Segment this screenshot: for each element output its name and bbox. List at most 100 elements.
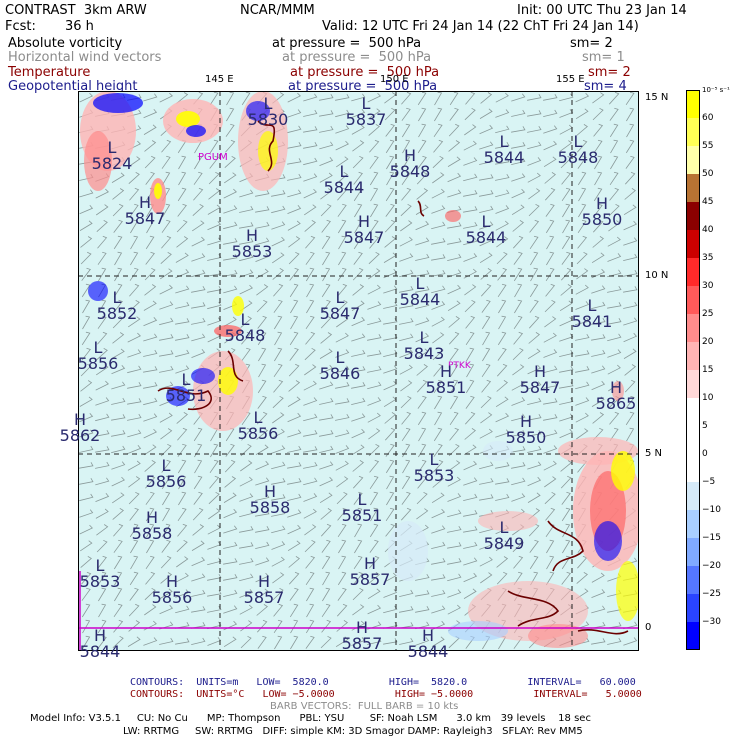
wind-barb (511, 462, 526, 469)
wind-barb (415, 204, 429, 215)
vorticity-positive (218, 367, 238, 395)
wind-barb (352, 155, 364, 169)
temperature-contour (157, 387, 212, 411)
center-type: L (481, 212, 491, 231)
field-vorticity-smooth: sm= 2 (570, 36, 613, 51)
height-center-low: L 5837 (346, 96, 387, 128)
wind-barb (144, 140, 157, 152)
wind-barb (223, 172, 237, 184)
wind-barb (545, 283, 556, 297)
wind-barb (239, 222, 254, 229)
wind-barb (338, 539, 347, 554)
wind-barb (577, 171, 587, 186)
wind-barb (481, 363, 491, 378)
height-center-high: H 5848 (390, 148, 431, 180)
wind-barb (399, 333, 414, 342)
center-value: 5849 (483, 534, 525, 553)
wind-barb (512, 539, 524, 553)
wind-barb (272, 412, 285, 424)
wind-barb (335, 109, 350, 118)
wind-barb (319, 414, 334, 421)
wind-barb (159, 268, 173, 280)
wind-barb (480, 572, 493, 584)
wind-barb (527, 476, 542, 487)
wind-barb (353, 555, 363, 570)
wind-barb (337, 219, 347, 234)
footer-height-contours: CONTOURS: UNITS=m LOW= 5820.0 HIGH= 5820… (130, 677, 636, 688)
wind-barb (545, 571, 555, 586)
wind-barb (303, 461, 318, 469)
wind-barb (257, 635, 267, 649)
wind-barb (463, 140, 477, 151)
wind-barb (255, 221, 270, 229)
wind-barb (144, 604, 157, 616)
center-type: L (499, 518, 509, 537)
wind-barb (273, 619, 283, 634)
wind-barb (351, 349, 366, 357)
wind-barb (287, 412, 302, 423)
wind-barb (79, 445, 94, 453)
wind-barb (514, 299, 523, 314)
center-value: 5858 (249, 498, 291, 517)
wind-barb (159, 350, 174, 357)
wind-barb (463, 477, 478, 486)
wind-barb (256, 299, 268, 313)
wind-barb (577, 219, 587, 234)
wind-barb (433, 363, 444, 377)
center-type: L (263, 94, 273, 113)
wind-barb (129, 283, 140, 297)
wind-barb (351, 428, 366, 439)
center-type: H (73, 410, 87, 429)
wind-barb (368, 572, 380, 584)
wind-barb (415, 637, 430, 646)
wind-barb (321, 283, 331, 298)
height-center-high: H 5858 (250, 484, 291, 516)
height-center-low: L 5856 (146, 458, 187, 490)
wind-barb (319, 125, 334, 133)
wind-barb (415, 286, 430, 293)
wind-barb (255, 237, 270, 246)
field-height-smooth: sm= 4 (584, 79, 627, 94)
wind-barb (575, 366, 590, 373)
center-value: 5856 (151, 588, 193, 607)
wind-barb (353, 571, 364, 585)
center-value: 5843 (403, 344, 445, 363)
wind-barb (128, 603, 140, 617)
wind-barb (399, 236, 413, 247)
wind-barb (401, 491, 411, 505)
wind-barb (367, 108, 381, 120)
vorticity-shading (80, 91, 639, 648)
wind-barb (191, 349, 206, 358)
wind-barb (337, 267, 347, 282)
wind-barb (448, 443, 460, 457)
wind-barb (337, 603, 348, 617)
wind-barb (527, 110, 542, 117)
wind-barb (463, 237, 478, 246)
wind-barb (113, 619, 124, 633)
wind-barb (417, 139, 427, 154)
wind-barb (130, 235, 139, 250)
wind-barb (287, 220, 301, 231)
wind-barb (559, 413, 574, 422)
center-value: 5856 (77, 354, 119, 373)
wind-barb (79, 413, 94, 423)
wind-barb (80, 556, 92, 568)
wind-barb (271, 445, 286, 454)
wind-barb (511, 429, 526, 437)
wind-barb (418, 123, 427, 138)
wind-barb (591, 638, 606, 645)
wind-barb (127, 460, 141, 471)
wind-barb (543, 414, 558, 421)
vorticity-positive (214, 325, 242, 337)
center-value: 5862 (59, 426, 101, 445)
wind-barb (559, 300, 573, 312)
station-pgum: PGUM (198, 152, 228, 163)
wind-barb (367, 588, 381, 600)
wind-barb (159, 334, 174, 341)
wind-barb (450, 395, 459, 410)
wind-barb (289, 347, 299, 361)
wind-barb (417, 459, 427, 474)
wind-barb (338, 251, 347, 266)
wind-barb (495, 189, 510, 198)
wind-barb (432, 476, 444, 488)
